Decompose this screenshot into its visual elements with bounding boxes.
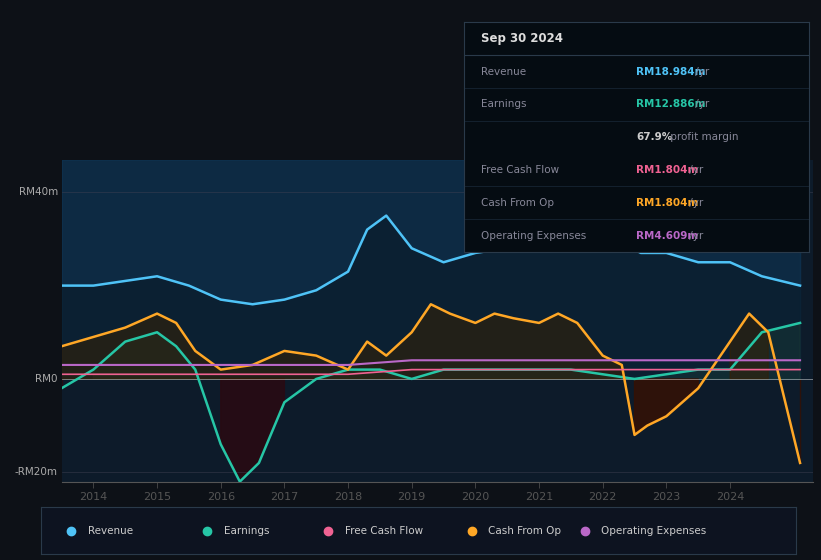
Text: Cash From Op: Cash From Op (488, 526, 562, 535)
Text: Revenue: Revenue (88, 526, 133, 535)
Text: Free Cash Flow: Free Cash Flow (345, 526, 423, 535)
Text: RM18.984m: RM18.984m (636, 67, 706, 77)
Text: Operating Expenses: Operating Expenses (481, 231, 586, 241)
Text: Sep 30 2024: Sep 30 2024 (481, 32, 563, 45)
Text: Earnings: Earnings (224, 526, 269, 535)
Text: RM4.609m: RM4.609m (636, 231, 699, 241)
Text: /yr: /yr (692, 100, 709, 109)
Text: /yr: /yr (686, 165, 703, 175)
Text: -RM20m: -RM20m (15, 467, 57, 477)
Text: RM0: RM0 (35, 374, 57, 384)
Text: Cash From Op: Cash From Op (481, 198, 554, 208)
Text: Earnings: Earnings (481, 100, 526, 109)
Text: /yr: /yr (686, 198, 703, 208)
Text: RM1.804m: RM1.804m (636, 165, 699, 175)
Text: /yr: /yr (686, 231, 703, 241)
Text: RM1.804m: RM1.804m (636, 198, 699, 208)
Text: Revenue: Revenue (481, 67, 526, 77)
Text: profit margin: profit margin (667, 132, 739, 142)
Text: RM40m: RM40m (19, 187, 57, 197)
Text: 67.9%: 67.9% (636, 132, 672, 142)
Text: Operating Expenses: Operating Expenses (602, 526, 707, 535)
Text: Free Cash Flow: Free Cash Flow (481, 165, 559, 175)
Text: RM12.886m: RM12.886m (636, 100, 706, 109)
Text: /yr: /yr (692, 67, 709, 77)
